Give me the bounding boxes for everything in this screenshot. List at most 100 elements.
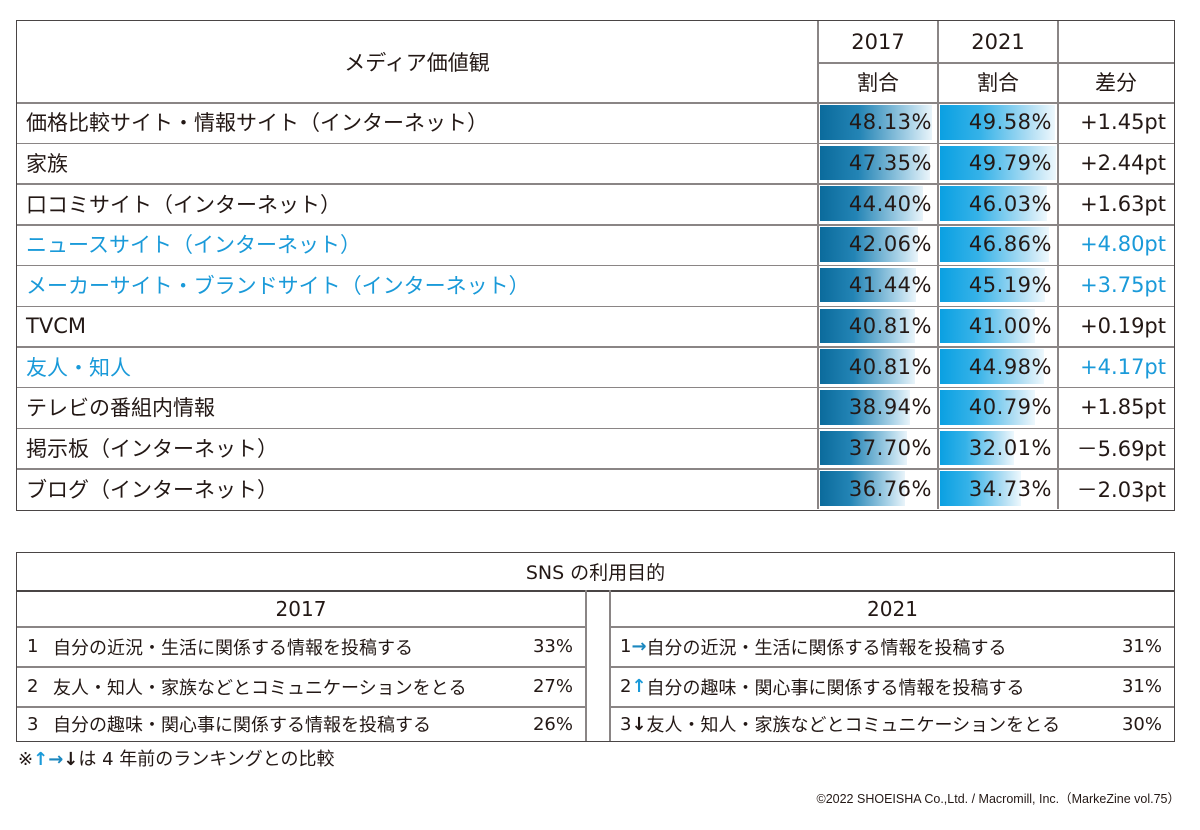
divider <box>17 706 585 708</box>
divider <box>610 706 1174 708</box>
bar-2017 <box>820 267 917 303</box>
row-divider <box>17 224 1174 226</box>
item-text: 自分の近況・生活に関係する情報を投稿する <box>646 637 1007 659</box>
value-cell-2017: 41.44% <box>818 265 938 306</box>
note-mark: ※ <box>18 749 34 770</box>
rank: 1 <box>27 636 39 657</box>
divider <box>817 62 1174 64</box>
item-text: 友人・知人・家族などとコミュニケーションをとる <box>53 677 467 699</box>
value-label-2017: 40.81% <box>848 313 932 338</box>
value-label-2021: 32.01% <box>968 435 1052 460</box>
arrow-up-icon: ↑ <box>33 749 49 770</box>
item-pct: 27% <box>532 676 573 697</box>
divider <box>610 626 1174 628</box>
value-label-2017: 47.35% <box>848 151 932 176</box>
arrow-right-icon: → <box>631 636 647 657</box>
row-label: TVCM <box>26 313 86 338</box>
bar-2021 <box>940 105 1056 140</box>
item-text: 友人・知人・家族などとコミュニケーションをとる <box>646 715 1061 736</box>
row-label: 友人・知人 <box>26 355 131 380</box>
value-cell-2017: 40.81% <box>818 306 938 347</box>
header-year-2021: 2021 <box>971 29 1025 54</box>
value-cell-2021: 32.01% <box>938 428 1058 469</box>
value-label-2017: 42.06% <box>848 232 932 257</box>
header-ratio-2017: 割合 <box>857 71 899 95</box>
value-label-2021: 34.73% <box>968 476 1052 501</box>
rank: 2 <box>27 676 39 697</box>
divider <box>17 666 585 668</box>
rank: 1 <box>620 636 632 657</box>
value-cell-2021: 34.73% <box>938 468 1058 509</box>
item-pct: 26% <box>532 713 573 735</box>
value-cell-2021: 46.86% <box>938 224 1058 265</box>
bar-2017 <box>820 471 906 506</box>
row-label: 価格比較サイト・情報サイト（インターネット） <box>26 111 488 136</box>
value-label-2021: 41.00% <box>968 313 1052 338</box>
divider <box>17 590 1174 592</box>
media-value-table: メディア価値観 2017 2021 割合 割合 差分 価格比較サイト・情報サイト… <box>16 20 1175 511</box>
item-pct: 31% <box>1121 676 1162 697</box>
bar-2017 <box>820 227 918 262</box>
row-divider <box>17 427 1174 430</box>
sns-2021-item: 1 → 自分の近況・生活に関係する情報を投稿する 31% <box>611 627 1174 666</box>
value-label-2017: 44.40% <box>848 191 932 216</box>
divider <box>610 666 1174 668</box>
diff-cell: +1.45pt <box>1080 110 1166 135</box>
bar-2021 <box>940 389 1035 425</box>
divider <box>817 21 819 509</box>
sns-2017-item: 3 自分の趣味・関心事に関係する情報を投稿する 26% <box>17 707 585 741</box>
bar-2017 <box>820 349 915 384</box>
header-year-2017: 2017 <box>851 29 905 54</box>
footnote: ※↑→↓は 4 年前のランキングとの比較 <box>18 745 335 771</box>
bar-2021 <box>940 186 1047 222</box>
value-cell-2017: 48.13% <box>818 102 938 143</box>
diff-cell: +3.75pt <box>1080 273 1166 298</box>
value-cell-2017: 40.81% <box>818 346 938 387</box>
bar-2021 <box>940 227 1049 262</box>
value-label-2017: 40.81% <box>848 354 932 379</box>
bar-2017 <box>820 145 930 181</box>
value-label-2021: 44.98% <box>968 354 1052 379</box>
rank: 3 <box>620 713 632 735</box>
row-divider <box>17 264 1174 267</box>
sns-2021-item: 3 ↓ 友人・知人・家族などとコミュニケーションをとる 30% <box>611 707 1174 741</box>
diff-cell: +1.63pt <box>1080 191 1166 216</box>
bar-2017 <box>820 389 911 425</box>
bar-2021 <box>940 349 1045 384</box>
item-pct: 31% <box>1121 636 1162 657</box>
value-label-2021: 45.19% <box>968 273 1052 298</box>
value-label-2021: 49.58% <box>968 110 1052 135</box>
value-label-2021: 40.79% <box>968 395 1052 420</box>
bar-2021 <box>940 471 1021 506</box>
value-label-2017: 48.13% <box>848 110 932 135</box>
arrow-right-icon: → <box>48 749 64 770</box>
sns-2017-item: 1 自分の近況・生活に関係する情報を投稿する 33% <box>17 627 585 666</box>
item-text: 自分の趣味・関心事に関係する情報を投稿する <box>53 715 431 736</box>
item-pct: 30% <box>1121 713 1162 735</box>
value-cell-2021: 45.19% <box>938 265 1058 306</box>
row-label: ブログ（インターネット） <box>26 477 278 502</box>
item-text: 自分の趣味・関心事に関係する情報を投稿する <box>646 677 1025 699</box>
header-ratio-2021: 割合 <box>977 71 1019 95</box>
rank: 3 <box>27 713 39 735</box>
row-divider <box>17 305 1174 307</box>
value-label-2017: 38.94% <box>848 395 932 420</box>
copyright: ©2022 SHOEISHA Co.,Ltd. / Macromill, Inc… <box>816 792 1180 806</box>
value-label-2021: 49.79% <box>968 151 1052 176</box>
row-divider <box>17 468 1174 470</box>
sns-year-2017: 2017 <box>275 596 327 621</box>
arrow-down-icon: ↓ <box>631 713 647 735</box>
item-text: 自分の近況・生活に関係する情報を投稿する <box>53 637 413 659</box>
row-label: 家族 <box>26 152 68 177</box>
row-divider <box>17 102 1174 104</box>
row-divider <box>17 183 1174 185</box>
arrow-down-icon: ↓ <box>63 749 79 770</box>
value-label-2021: 46.86% <box>968 232 1052 257</box>
value-cell-2021: 41.00% <box>938 306 1058 347</box>
arrow-up-icon: ↑ <box>631 676 647 697</box>
value-cell-2021: 49.79% <box>938 143 1058 184</box>
header-year-diff <box>1058 21 1174 62</box>
row-label: 口コミサイト（インターネット） <box>26 192 341 217</box>
value-cell-2021: 44.98% <box>938 346 1058 387</box>
bar-2021 <box>940 145 1056 181</box>
